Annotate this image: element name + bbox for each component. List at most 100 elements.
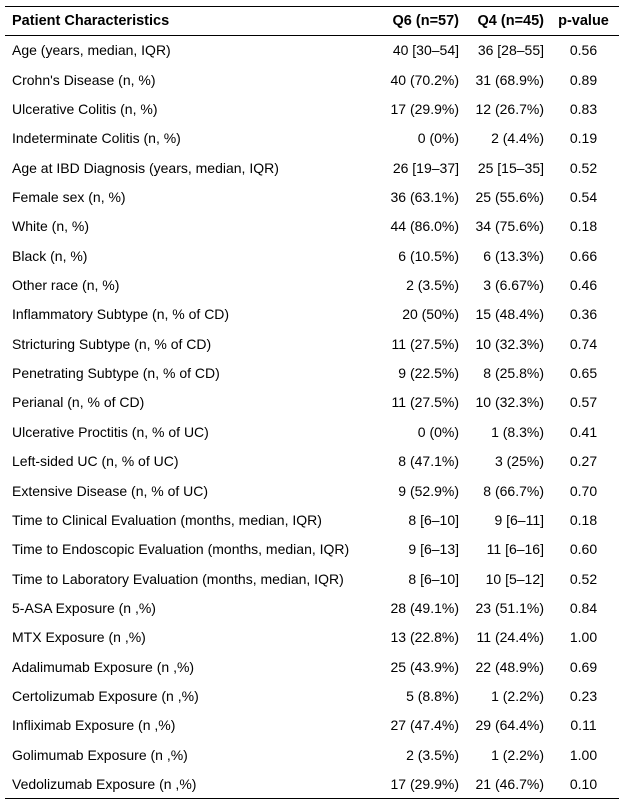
row-q6-cell: 8 [6–10] — [408, 511, 459, 528]
row-q6-cell: 20 (50%) — [402, 306, 459, 323]
row-characteristic-cell: MTX Exposure (n ,%) — [12, 629, 146, 646]
row-characteristic-cell: Perianal (n, % of CD) — [12, 394, 145, 411]
table-row: Certolizumab Exposure (n ,%) 5 (8.8%) 1 (2… — [5, 681, 619, 710]
table-row: Ulcerative Proctitis (n, % of UC) 0 (0%) 1… — [5, 417, 619, 446]
table-row: Extensive Disease (n, % of UC) 9 (52.9%) 8… — [5, 476, 619, 505]
row-pvalue-cell: 0.89 — [569, 71, 598, 88]
row-characteristic-cell: White (n, %) — [12, 218, 90, 235]
row-pvalue-cell: 0.10 — [548, 769, 619, 800]
row-pvalue-cell: 0.74 — [569, 335, 598, 352]
row-q4-cell: 11 [6–16] — [486, 541, 544, 558]
row-q6-cell: 28 (49.1%) — [390, 600, 459, 616]
header-row: Patient Characteristics Q6 (n=57) Q4 (n=… — [5, 6, 619, 36]
row-q6-cell: 6 (10.5%) — [398, 247, 459, 264]
row-q4-cell: 1 (8.3%) — [491, 423, 544, 440]
row-q6-cell: 11 (27.5%) — [391, 335, 459, 352]
row-pvalue-cell: 0.60 — [569, 541, 598, 558]
row-q4-cell: 22 (48.9%) — [475, 658, 544, 675]
row-characteristic-cell: 5-ASA Exposure (n ,%) — [12, 600, 156, 616]
row-characteristic-cell: Age at IBD Diagnosis (years, median, IQR… — [12, 159, 279, 176]
row-q6-cell: 40 (70.2%) — [390, 71, 459, 88]
row-characteristic-cell: Female sex (n, %) — [12, 188, 126, 205]
row-pvalue-cell: 0.46 — [569, 277, 598, 294]
row-pvalue-cell: 0.65 — [569, 365, 598, 382]
row-q4-cell: 21 (46.7%) — [463, 769, 548, 800]
row-q4-cell: 3 (25%) — [494, 453, 544, 470]
row-q4-cell: 31 (68.9%) — [475, 71, 544, 88]
table-row: MTX Exposure (n ,%) 13 (22.8%) 11 (24.4%) 1… — [5, 623, 619, 652]
row-characteristic-cell: Golimumab Exposure (n ,%) — [12, 746, 188, 763]
table-row: Infliximab Exposure (n ,%) 27 (47.4%) 29 (… — [5, 711, 619, 740]
table-row: Left-sided UC (n, % of UC) 8 (47.1%) 3 (25… — [5, 447, 619, 476]
row-pvalue-cell: 0.84 — [569, 600, 598, 616]
row-q6-cell: 2 (3.5%) — [406, 277, 459, 294]
row-q6-cell: 36 (63.1%) — [390, 188, 459, 205]
row-q4-cell: 3 (6.67%) — [483, 277, 544, 294]
row-q6-cell: 26 [19–37] — [392, 159, 459, 176]
row-characteristic-cell: Ulcerative Colitis (n, %) — [12, 100, 158, 117]
row-q4-cell: 6 (13.3%) — [483, 247, 544, 264]
row-pvalue-cell: 0.52 — [569, 159, 598, 176]
row-characteristic-cell: Ulcerative Proctitis (n, % of UC) — [12, 423, 209, 440]
row-q4-cell: 1 (2.2%) — [491, 688, 544, 705]
patient-characteristics-table-container: Patient Characteristics Q6 (n=57) Q4 (n=… — [5, 6, 619, 800]
row-q6-cell: 9 [6–13] — [408, 541, 459, 558]
table-row: Time to Laboratory Evaluation (months, m… — [5, 564, 619, 593]
row-characteristic-cell: Inflammatory Subtype (n, % of CD) — [12, 306, 230, 323]
table-body: Age (years, median, IQR) 40 [30–54] 36 [28… — [5, 36, 619, 800]
row-characteristic-cell: Penetrating Subtype (n, % of CD) — [12, 365, 220, 382]
row-pvalue-cell: 0.66 — [569, 247, 598, 264]
table-row: Age (years, median, IQR) 40 [30–54] 36 [28… — [5, 36, 619, 65]
row-q4-cell: 10 (32.3%) — [475, 335, 544, 352]
table-row: 5-ASA Exposure (n ,%) 28 (49.1%) 23 (51.1%… — [5, 593, 619, 622]
table-row: Stricturing Subtype (n, % of CD) 11 (27.5… — [5, 329, 619, 358]
row-characteristic-cell: Vedolizumab Exposure (n ,%) — [5, 769, 361, 800]
row-q4-cell: 9 [6–11] — [494, 511, 544, 528]
row-characteristic-cell: Stricturing Subtype (n, % of CD) — [12, 335, 212, 352]
row-characteristic-cell: Age (years, median, IQR) — [12, 42, 171, 59]
row-q6-cell: 40 [30–54] — [392, 42, 459, 59]
header-pvalue: p-value — [548, 6, 619, 36]
table-row: Perianal (n, % of CD) 11 (27.5%) 10 (32.3%… — [5, 388, 619, 417]
row-q4-cell: 12 (26.7%) — [475, 100, 544, 117]
row-characteristic-cell: Time to Clinical Evaluation (months, med… — [12, 511, 322, 528]
row-q6-cell: 2 (3.5%) — [406, 746, 459, 763]
header-q4: Q4 (n=45) — [463, 6, 548, 36]
table-row: Ulcerative Colitis (n, %) 17 (29.9%) 12 (2… — [5, 94, 619, 123]
table-row: Indeterminate Colitis (n, %) 0 (0%) 2 (4.4… — [5, 124, 619, 153]
row-q4-cell: 29 (64.4%) — [475, 717, 544, 734]
row-pvalue-cell: 1.00 — [569, 629, 598, 646]
row-pvalue-cell: 0.18 — [569, 511, 598, 528]
header-q6: Q6 (n=57) — [361, 6, 463, 36]
table-row: Vedolizumab Exposure (n ,%) 17 (29.9%) 21 … — [5, 769, 619, 800]
row-q4-cell: 25 (55.6%) — [475, 188, 544, 205]
row-pvalue-cell: 0.54 — [569, 188, 598, 205]
row-characteristic-cell: Left-sided UC (n, % of UC) — [12, 453, 179, 470]
row-q4-cell: 10 [5–12] — [485, 570, 544, 587]
patient-characteristics-table: Patient Characteristics Q6 (n=57) Q4 (n=… — [5, 6, 619, 800]
row-q4-cell: 1 (2.2%) — [491, 746, 544, 763]
row-characteristic-cell: Time to Laboratory Evaluation (months, m… — [12, 570, 344, 587]
row-q6-cell: 8 [6–10] — [408, 570, 459, 587]
table-row: Female sex (n, %) 36 (63.1%) 25 (55.6%) 0.5… — [5, 182, 619, 211]
row-q6-cell: 17 (29.9%) — [390, 100, 459, 117]
row-pvalue-cell: 0.19 — [569, 130, 598, 147]
row-characteristic-cell: Indeterminate Colitis (n, %) — [12, 130, 181, 147]
table-row: Inflammatory Subtype (n, % of CD) 20 (50%… — [5, 300, 619, 329]
row-characteristic-cell: Other race (n, %) — [12, 277, 120, 294]
row-q4-cell: 8 (25.8%) — [483, 365, 544, 382]
row-characteristic-cell: Extensive Disease (n, % of UC) — [12, 482, 209, 499]
row-pvalue-cell: 0.23 — [569, 688, 598, 705]
table-row: Penetrating Subtype (n, % of CD) 9 (22.5%… — [5, 358, 619, 387]
row-pvalue-cell: 0.18 — [569, 218, 598, 235]
row-characteristic-cell: Time to Endoscopic Evaluation (months, m… — [12, 541, 350, 558]
row-characteristic-cell: Crohn's Disease (n, %) — [12, 71, 156, 88]
row-pvalue-cell: 0.69 — [569, 658, 598, 675]
row-q4-cell: 34 (75.6%) — [475, 218, 544, 235]
row-characteristic-cell: Infliximab Exposure (n ,%) — [12, 717, 176, 734]
table-header: Patient Characteristics Q6 (n=57) Q4 (n=… — [5, 6, 619, 36]
row-q6-cell: 27 (47.4%) — [390, 717, 459, 734]
row-q4-cell: 23 (51.1%) — [475, 600, 544, 616]
row-q4-cell: 11 (24.4%) — [476, 629, 544, 646]
row-pvalue-cell: 0.70 — [569, 482, 598, 499]
